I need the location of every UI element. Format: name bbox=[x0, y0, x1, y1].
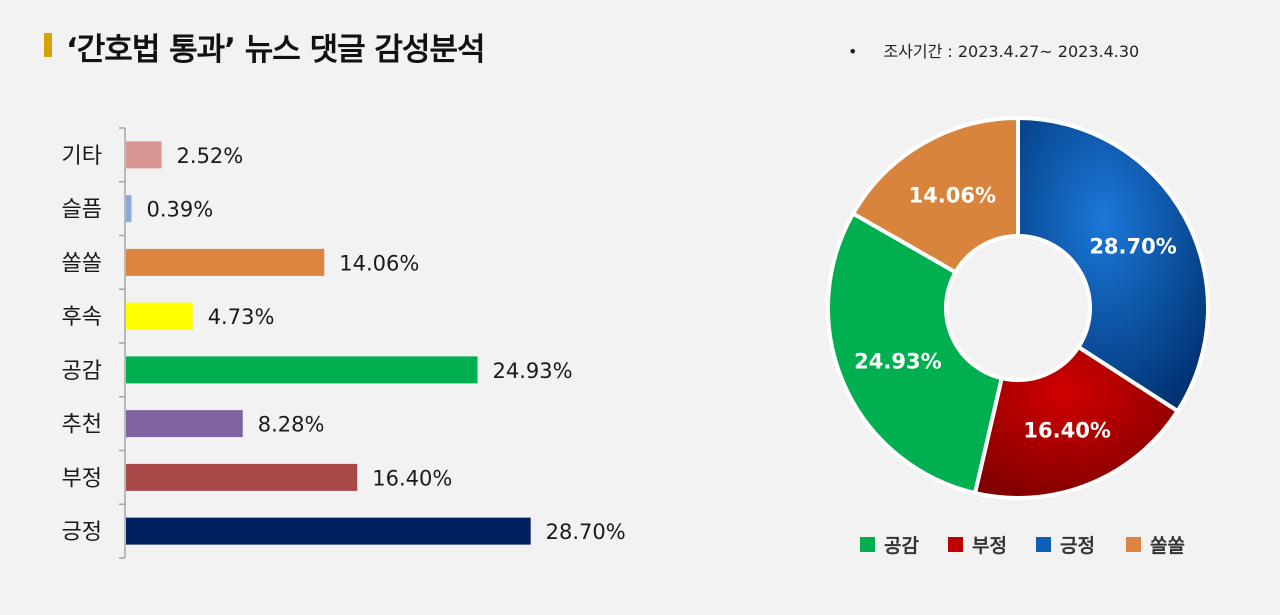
donut-chart: 28.70% 16.40% 24.93% 14.06% 공감 부정 긍정 쏠쏠 bbox=[826, 115, 1210, 557]
bar-value-label: 2.52% bbox=[177, 144, 244, 168]
donut-slice bbox=[1016, 115, 1210, 414]
legend-label: 공감 bbox=[884, 535, 919, 557]
bar-category-label: 긍정 bbox=[62, 520, 102, 545]
bar-value-label: 14.06% bbox=[339, 251, 419, 275]
donut-slice-label: 14.06% bbox=[909, 184, 996, 208]
legend-label: 긍정 bbox=[1060, 535, 1095, 557]
legend-swatch bbox=[1126, 537, 1141, 552]
bar-value-label: 24.93% bbox=[493, 359, 573, 383]
bar-category-label: 슬픔 bbox=[62, 198, 102, 223]
legend-label: 쏠쏠 bbox=[1150, 535, 1185, 557]
period-bullet: • bbox=[848, 42, 858, 61]
bar bbox=[126, 410, 243, 438]
donut-slice-label: 16.40% bbox=[1023, 418, 1110, 442]
bar-category-label: 공감 bbox=[62, 359, 102, 384]
bar bbox=[126, 463, 358, 491]
bar bbox=[126, 141, 162, 169]
title-marker bbox=[44, 33, 52, 57]
legend-swatch bbox=[948, 537, 963, 552]
legend-label: 부정 bbox=[972, 535, 1007, 557]
bar bbox=[126, 195, 132, 223]
bar bbox=[126, 517, 531, 545]
donut-slice bbox=[826, 210, 1005, 496]
donut-slice-label: 24.93% bbox=[854, 349, 941, 373]
bar-category-label: 후속 bbox=[62, 305, 102, 330]
survey-period: • 조사기간 : 2023.4.27~ 2023.4.30 bbox=[848, 38, 1139, 62]
bar-category-label: 기타 bbox=[62, 144, 102, 169]
donut-slice-label: 28.70% bbox=[1089, 234, 1176, 258]
bar-category-label: 부정 bbox=[62, 466, 102, 491]
donut-slice bbox=[850, 115, 1020, 275]
bar-value-label: 16.40% bbox=[372, 466, 452, 490]
bar-chart: 기타 2.52% 슬픔 0.39% 쏠쏠 14.06% 후속 4.73% 공감 24.93% 추천 8… bbox=[62, 127, 626, 559]
bar-value-label: 28.70% bbox=[546, 520, 626, 544]
bar-category-label: 쏠쏠 bbox=[62, 251, 102, 276]
bar bbox=[126, 356, 478, 384]
page-title: ‘간호법 통과’ 뉴스 댓글 감성분석 bbox=[66, 32, 485, 68]
bar bbox=[126, 302, 193, 330]
donut-slice bbox=[972, 344, 1181, 500]
bar-value-label: 8.28% bbox=[258, 413, 325, 437]
legend-swatch bbox=[1036, 537, 1051, 552]
bar bbox=[126, 248, 325, 276]
bar-value-label: 4.73% bbox=[208, 305, 275, 329]
bar-category-label: 추천 bbox=[62, 413, 102, 438]
period-text: 조사기간 : 2023.4.27~ 2023.4.30 bbox=[883, 42, 1140, 61]
bar-value-label: 0.39% bbox=[146, 198, 213, 222]
legend-swatch bbox=[860, 537, 875, 552]
